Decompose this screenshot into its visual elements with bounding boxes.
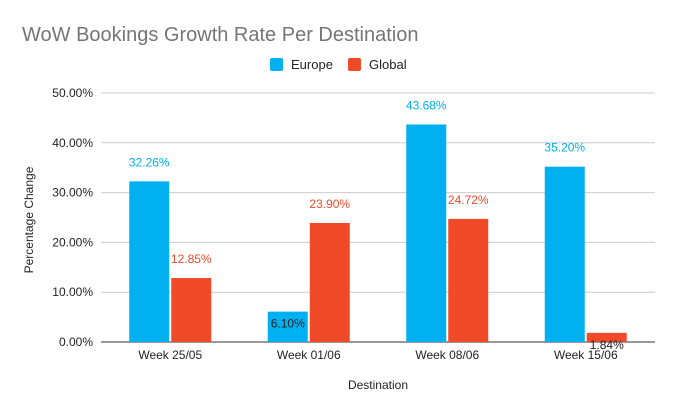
legend-label-europe: Europe [291,57,333,72]
bar-europe-week-01-06 [267,311,308,342]
x-axis-title: Destination [348,378,408,392]
data-label-global-week-08-06: 24.72% [448,193,489,207]
y-axis-title: Percentage Change [22,166,36,273]
bars [129,124,627,342]
y-tick-label: 30.00% [52,186,93,200]
legend-label-global: Global [369,57,407,72]
x-tick-label: Week 15/06 [554,348,618,362]
bar-global-week-08-06 [448,218,489,342]
legend-swatch-europe [270,58,283,71]
data-label-global-week-25-05: 12.85% [171,252,212,266]
chart-title: WoW Bookings Growth Rate Per Destination [22,24,418,46]
y-tick-label: 40.00% [52,136,93,150]
y-tick-label: 10.00% [52,285,93,299]
bar-global-week-01-06 [309,222,350,342]
bar-europe-week-08-06 [406,124,447,342]
x-tick-label: Week 25/05 [138,348,202,362]
x-axis-ticks: Week 25/05 Week 01/06 Week 08/06 Week 15/06 [138,348,618,362]
legend-swatch-global [348,58,361,71]
y-tick-label: 50.00% [52,86,93,100]
bar-global-week-25-05 [171,278,212,342]
data-label-europe-week-01-06: 6.10% [271,317,305,331]
bar-europe-week-15-06 [544,166,585,342]
y-tick-label: 20.00% [52,235,93,249]
y-axis-ticks: 0.00% 10.00% 20.00% 30.00% 40.00% 50.00% [52,86,93,349]
x-tick-label: Week 01/06 [277,348,341,362]
data-label-europe-week-15-06: 35.20% [544,141,585,155]
data-labels: 32.26% 12.85% 6.10% 23.90% 43.68% 24.72% 35.20… [129,98,624,351]
legend: Europe Global [270,57,407,72]
data-label-global-week-01-06: 23.90% [309,197,350,211]
y-tick-label: 0.00% [59,335,93,349]
data-label-europe-week-25-05: 32.26% [129,155,170,169]
data-label-global-week-15-06: 1.84% [590,338,624,352]
bar-global-week-15-06 [586,332,627,342]
data-label-europe-week-08-06: 43.68% [406,98,447,112]
x-tick-label: Week 08/06 [415,348,479,362]
bar-europe-week-25-05 [129,181,170,342]
